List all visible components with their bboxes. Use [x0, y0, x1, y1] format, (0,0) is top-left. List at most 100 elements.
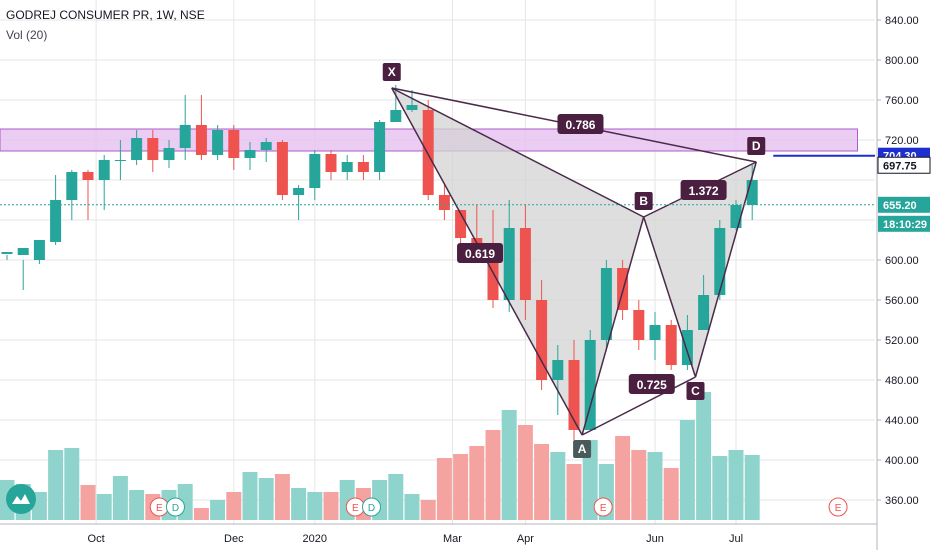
candle-body — [438, 195, 450, 210]
volume-bar — [274, 474, 290, 520]
earnings-event-label: E — [352, 503, 359, 514]
volume-bar — [501, 410, 517, 520]
volume-bar — [631, 450, 647, 520]
point-label-a: A — [578, 442, 587, 456]
volume-bar — [550, 452, 566, 520]
candle-body — [293, 188, 305, 195]
volume-bar — [242, 472, 258, 520]
candle-body — [552, 360, 564, 380]
point-label-d-bg — [747, 137, 766, 155]
pattern-line-ab — [581, 216, 645, 436]
price-label: 18:10:29 — [883, 219, 927, 231]
volume-bars — [0, 392, 760, 520]
candle-body — [455, 210, 467, 238]
volume-bar — [420, 500, 436, 520]
candle-body — [98, 160, 110, 180]
candle-body — [1, 252, 13, 254]
candle-body — [341, 162, 353, 172]
price-tick-label: 360.00 — [885, 495, 919, 507]
point-label-a-bg — [573, 440, 592, 458]
candle-body — [714, 228, 726, 295]
volume-bar — [485, 430, 501, 520]
volume-bar — [64, 448, 80, 520]
candle-body — [276, 142, 288, 195]
point-label-b-bg — [634, 192, 653, 210]
price-tick-label: 600.00 — [885, 255, 919, 267]
volume-bar — [323, 492, 339, 520]
volume-bar — [96, 494, 112, 520]
grid — [0, 0, 875, 524]
price-tick-label: 800.00 — [885, 55, 919, 67]
volume-bar — [744, 455, 760, 520]
price-tick-label: 840.00 — [885, 15, 919, 27]
pattern-line-cd — [694, 161, 757, 378]
candle-body — [66, 172, 78, 200]
harmonic-pattern-fill — [391, 88, 757, 435]
price-label-bg — [878, 196, 930, 213]
candle-body — [633, 310, 645, 340]
dividend-event-icon — [165, 497, 185, 517]
volume-bar — [712, 456, 728, 520]
candle-body — [390, 110, 402, 122]
volume-bar — [534, 444, 550, 520]
candle-body — [600, 268, 612, 340]
volume-bar — [647, 452, 663, 520]
harmonic-pattern-labels: X A B C D 0.619 0.786 0.725 1.372 — [382, 63, 766, 458]
candle-body — [681, 330, 693, 365]
candle-body — [568, 360, 580, 430]
candle-body — [746, 180, 758, 205]
price-label: 655.20 — [883, 200, 917, 212]
volume-bar — [679, 420, 695, 520]
pattern-line-ac — [581, 376, 696, 436]
pattern-line-xb — [391, 87, 645, 218]
candle-body — [82, 172, 94, 180]
price-tick-label: 440.00 — [885, 415, 919, 427]
candle-body — [179, 125, 191, 148]
dividend-event-icon — [362, 497, 381, 517]
price-tick-label: 760.00 — [885, 95, 919, 107]
volume-bar — [112, 476, 128, 520]
time-tick-label: Jun — [646, 533, 664, 545]
candle-body — [406, 105, 418, 110]
logo-icon — [12, 494, 30, 504]
tradingview-logo[interactable] — [6, 484, 36, 514]
ratio-label: 1.372 — [689, 184, 719, 198]
volume-bar — [469, 446, 485, 520]
volume-bar — [453, 454, 469, 520]
volume-bar — [663, 468, 679, 520]
dividend-event-label: D — [172, 503, 179, 514]
time-tick-label: Mar — [443, 533, 462, 545]
candle-body — [374, 122, 386, 172]
dividend-event-label: D — [368, 503, 375, 514]
earnings-event-label: E — [156, 503, 163, 514]
volume-bar — [291, 488, 307, 520]
candle-body — [309, 154, 321, 188]
price-tick-label: 480.00 — [885, 375, 919, 387]
time-tick-label: Apr — [517, 533, 534, 545]
candle-body — [228, 130, 240, 158]
candle-body — [698, 295, 710, 330]
point-label-c: C — [691, 384, 700, 398]
volume-bar — [404, 494, 420, 520]
earnings-event-label: E — [835, 503, 842, 514]
price-tick-label: 400.00 — [885, 455, 919, 467]
volume-bar — [48, 450, 64, 520]
ratio-label: 0.619 — [465, 247, 495, 261]
volume-bar — [210, 500, 226, 520]
volume-bar — [728, 450, 744, 520]
ratio-label: 0.786 — [565, 118, 595, 132]
candle-body — [114, 160, 126, 161]
time-tick-label: Jul — [729, 533, 743, 545]
volume-bar — [582, 440, 598, 520]
point-label-b: B — [639, 194, 648, 208]
ratio-label-bg — [557, 114, 604, 134]
candle-body — [212, 130, 224, 155]
candle-body — [487, 250, 499, 300]
volume-bar — [436, 458, 452, 520]
volume-bar — [388, 474, 404, 520]
price-label: 697.75 — [883, 160, 917, 172]
candle-body — [147, 138, 159, 160]
